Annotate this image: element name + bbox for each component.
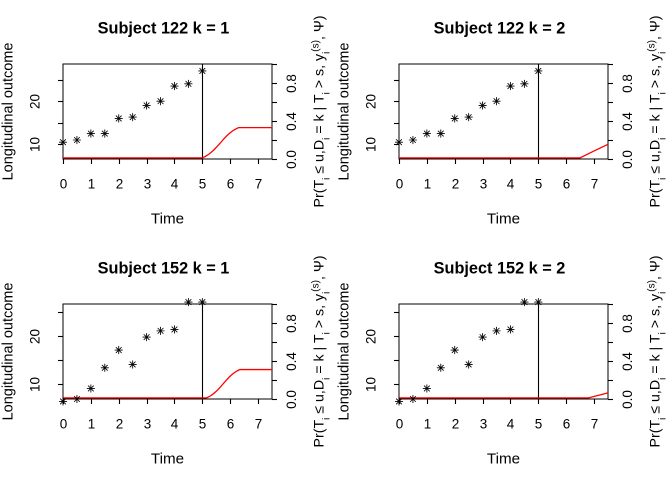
svg-text:20: 20 [27, 329, 42, 344]
svg-text:0.8: 0.8 [620, 314, 635, 333]
svg-text:3: 3 [144, 417, 152, 432]
svg-text:0: 0 [60, 177, 68, 192]
svg-text:1: 1 [88, 417, 96, 432]
svg-text:5: 5 [535, 417, 543, 432]
svg-text:6: 6 [563, 177, 571, 192]
svg-text:0: 0 [60, 417, 68, 432]
svg-text:4: 4 [171, 417, 179, 432]
svg-text:0: 0 [396, 177, 404, 192]
svg-text:10: 10 [27, 137, 42, 152]
svg-text:4: 4 [507, 417, 515, 432]
svg-text:Subject 152 k = 1: Subject 152 k = 1 [98, 260, 230, 278]
svg-text:0.0: 0.0 [620, 390, 635, 409]
svg-text:Time: Time [151, 451, 184, 468]
svg-text:Time: Time [151, 211, 184, 228]
svg-text:0.8: 0.8 [620, 74, 635, 93]
svg-text:5: 5 [199, 177, 207, 192]
svg-text:10: 10 [363, 377, 378, 392]
svg-text:0.8: 0.8 [284, 314, 299, 333]
svg-text:0.4: 0.4 [620, 112, 635, 131]
svg-text:2: 2 [116, 417, 124, 432]
svg-text:Subject 122 k = 2: Subject 122 k = 2 [434, 20, 566, 38]
svg-text:7: 7 [591, 177, 599, 192]
svg-text:5: 5 [535, 177, 543, 192]
svg-text:0.4: 0.4 [620, 352, 635, 371]
svg-text:Time: Time [487, 211, 520, 228]
svg-text:4: 4 [507, 177, 515, 192]
svg-text:0.4: 0.4 [284, 352, 299, 371]
svg-text:6: 6 [227, 417, 235, 432]
svg-text:7: 7 [591, 417, 599, 432]
svg-text:10: 10 [363, 137, 378, 152]
svg-text:0.0: 0.0 [620, 150, 635, 169]
svg-text:20: 20 [363, 94, 378, 109]
svg-text:Subject 122 k = 1: Subject 122 k = 1 [98, 20, 230, 38]
svg-text:0.8: 0.8 [284, 74, 299, 93]
svg-text:Time: Time [487, 451, 520, 468]
svg-text:1: 1 [424, 417, 432, 432]
svg-text:Longitudinal outcome: Longitudinal outcome [1, 283, 17, 421]
svg-text:5: 5 [199, 417, 207, 432]
svg-text:0: 0 [396, 417, 404, 432]
svg-text:7: 7 [255, 417, 263, 432]
svg-text:4: 4 [171, 177, 179, 192]
svg-text:3: 3 [480, 417, 488, 432]
svg-text:2: 2 [452, 177, 460, 192]
svg-text:3: 3 [144, 177, 152, 192]
svg-text:2: 2 [452, 417, 460, 432]
svg-text:Longitudinal outcome: Longitudinal outcome [337, 283, 353, 421]
svg-text:Subject 152 k = 2: Subject 152 k = 2 [434, 260, 566, 278]
svg-text:1: 1 [88, 177, 96, 192]
svg-text:3: 3 [480, 177, 488, 192]
svg-text:6: 6 [227, 177, 235, 192]
svg-text:20: 20 [363, 329, 378, 344]
svg-text:0.0: 0.0 [284, 390, 299, 409]
svg-text:Longitudinal outcome: Longitudinal outcome [1, 43, 17, 181]
svg-text:2: 2 [116, 177, 124, 192]
svg-text:20: 20 [27, 94, 42, 109]
svg-text:1: 1 [424, 177, 432, 192]
svg-text:10: 10 [27, 377, 42, 392]
svg-text:6: 6 [563, 417, 571, 432]
svg-text:Longitudinal outcome: Longitudinal outcome [337, 43, 353, 181]
svg-text:7: 7 [255, 177, 263, 192]
svg-text:0.4: 0.4 [284, 112, 299, 131]
svg-text:0.0: 0.0 [284, 150, 299, 169]
